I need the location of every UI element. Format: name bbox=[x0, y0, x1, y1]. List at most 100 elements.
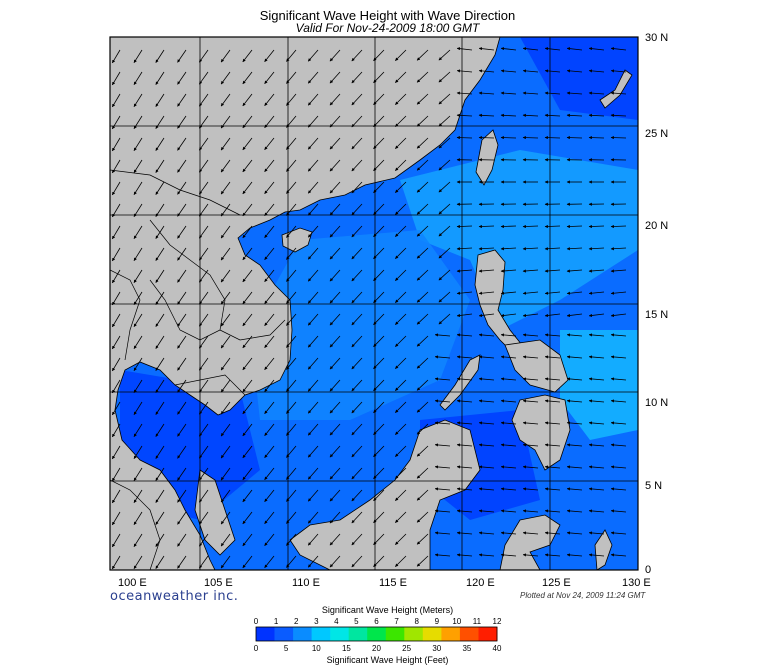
wave-arrow bbox=[242, 555, 253, 569]
wave-arrow bbox=[133, 71, 143, 85]
wave-arrow bbox=[351, 71, 363, 84]
wave-arrow bbox=[522, 69, 539, 73]
wave-arrow bbox=[456, 421, 473, 425]
wave-arrow bbox=[133, 159, 143, 173]
wave-arrow bbox=[438, 115, 451, 127]
wave-arrow bbox=[500, 399, 517, 403]
wave-arrow bbox=[111, 181, 121, 196]
wave-arrow bbox=[198, 489, 209, 503]
wave-arrow bbox=[155, 269, 165, 283]
wave-arrow bbox=[242, 159, 253, 173]
wave-arrow bbox=[438, 313, 451, 325]
map-frame bbox=[109, 36, 639, 571]
wave-arrow bbox=[434, 465, 451, 469]
wave-arrow bbox=[111, 137, 121, 152]
wave-arrow bbox=[307, 467, 319, 480]
wave-arrow bbox=[155, 181, 165, 195]
wave-arrow bbox=[522, 553, 539, 557]
wave-arrow bbox=[500, 135, 517, 140]
lat-labels: 30 N 25 N 20 N 15 N 10 N 5 N 0 bbox=[645, 32, 668, 576]
wave-arrow bbox=[264, 533, 275, 546]
wave-arrow bbox=[220, 379, 231, 393]
wave-arrow bbox=[198, 379, 209, 393]
wave-arrow bbox=[177, 159, 187, 173]
wave-arrow bbox=[198, 445, 209, 459]
colorbar-feet-tick: 15 bbox=[342, 644, 351, 653]
lat-label: 10 N bbox=[645, 397, 668, 409]
wave-arrow bbox=[351, 379, 363, 392]
wave-arrow bbox=[307, 159, 319, 172]
wave-arrow bbox=[438, 71, 451, 83]
wave-arrow bbox=[588, 313, 605, 318]
wave-arrow bbox=[329, 203, 341, 216]
wave-arrow bbox=[456, 333, 473, 337]
wave-arrow bbox=[434, 531, 451, 535]
map-subtitle: Valid For Nov-24-2009 18:00 GMT bbox=[295, 21, 480, 35]
colorbar-segment bbox=[330, 627, 350, 641]
wave-arrow bbox=[438, 247, 451, 259]
colorbar-segment bbox=[459, 627, 479, 641]
wave-arrow bbox=[478, 247, 495, 251]
wave-arrow bbox=[478, 333, 495, 337]
wave-arrow bbox=[329, 313, 341, 326]
wave-arrow bbox=[588, 355, 605, 359]
wave-arrow bbox=[416, 137, 429, 149]
wave-arrow bbox=[198, 71, 209, 85]
wave-arrow bbox=[242, 181, 253, 195]
wave-arrow bbox=[500, 91, 517, 95]
wave-arrow bbox=[111, 335, 121, 350]
wave-arrow bbox=[588, 531, 605, 535]
wave-arrow bbox=[329, 533, 341, 546]
wave-arrow bbox=[544, 399, 561, 403]
wave-arrow bbox=[416, 533, 429, 545]
wave-arrow bbox=[500, 355, 517, 359]
wave-arrow bbox=[395, 313, 407, 325]
wave-arrow bbox=[242, 269, 253, 283]
wave-arrow bbox=[438, 269, 451, 281]
colorbar-segment bbox=[293, 627, 313, 641]
wave-arrow bbox=[588, 509, 605, 513]
wave-arrow bbox=[566, 421, 583, 425]
wave-arrow bbox=[329, 181, 341, 194]
wave-arrow bbox=[111, 467, 121, 482]
wave-arrow bbox=[416, 225, 429, 237]
wave-arrow bbox=[416, 269, 429, 281]
wave-arrow bbox=[610, 113, 627, 117]
wave-arrow bbox=[220, 49, 231, 63]
wave-arrow bbox=[456, 355, 473, 359]
wave-arrow bbox=[500, 421, 517, 425]
wave-arrow bbox=[416, 467, 429, 479]
wave-arrow bbox=[177, 247, 187, 261]
wave-arrow bbox=[264, 401, 275, 414]
wave-arrow bbox=[242, 423, 253, 437]
wave-arrow bbox=[478, 377, 495, 381]
wave-arrow bbox=[307, 555, 319, 568]
wave-arrow bbox=[544, 269, 561, 273]
colorbar-segment bbox=[274, 627, 294, 641]
wave-arrow bbox=[307, 269, 319, 282]
wave-arrow bbox=[500, 247, 517, 251]
wave-arrow bbox=[264, 511, 275, 524]
wave-arrow bbox=[478, 399, 495, 403]
wave-arrow bbox=[177, 423, 187, 437]
wave-arrow bbox=[155, 357, 165, 371]
wave-arrow bbox=[588, 247, 605, 251]
wave-arrow bbox=[544, 531, 561, 535]
land-group bbox=[110, 37, 633, 570]
wave-arrow bbox=[155, 93, 165, 107]
wave-arrow bbox=[395, 445, 407, 457]
lat-label: 30 N bbox=[645, 32, 668, 44]
wave-arrow bbox=[416, 181, 429, 193]
wave-arrow bbox=[610, 47, 627, 51]
wave-arrow bbox=[566, 465, 583, 469]
land-asia bbox=[110, 37, 501, 570]
colorbar-title-feet: Significant Wave Height (Feet) bbox=[326, 655, 449, 665]
wave-arrow bbox=[500, 443, 517, 447]
wave-arrow bbox=[522, 333, 539, 337]
colorbar-segment bbox=[422, 627, 442, 641]
wave-arrow bbox=[198, 291, 209, 305]
wave-arrow bbox=[395, 225, 407, 237]
wave-arrow bbox=[220, 137, 231, 151]
wave-arrow bbox=[588, 91, 605, 95]
wave-arrow bbox=[307, 423, 319, 436]
